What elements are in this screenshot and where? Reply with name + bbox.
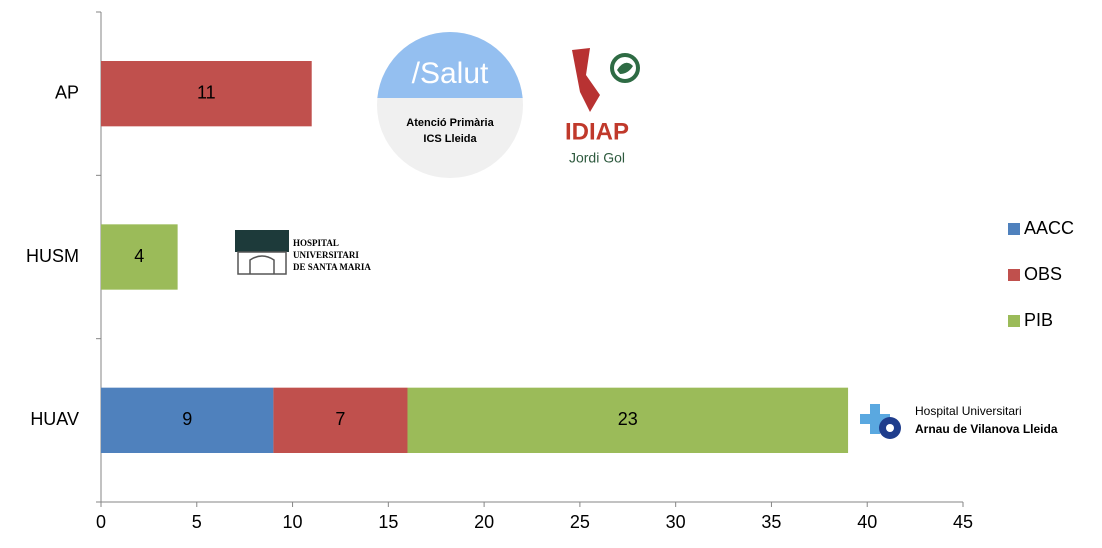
x-tick-label: 10 [283, 512, 303, 532]
legend-swatch [1008, 223, 1020, 235]
y-tick-label: HUSM [26, 246, 79, 266]
value-label: 9 [182, 409, 192, 429]
logo-text: /Salut [412, 57, 489, 90]
logo-text: UNIVERSITARI [293, 250, 359, 260]
value-label: 7 [335, 409, 345, 429]
husm-logo: HOSPITAL UNIVERSITARI DE SANTA MARIA [235, 230, 371, 275]
x-tick-label: 0 [96, 512, 106, 532]
value-label: 11 [197, 82, 216, 102]
logo-text: Atenció Primària [406, 117, 494, 129]
bar-segment [273, 387, 408, 453]
bar-segment [101, 61, 312, 127]
x-tick-label: 15 [378, 512, 398, 532]
x-tick-label: 30 [666, 512, 686, 532]
logo-text: Hospital Universitari [915, 404, 1022, 418]
legend-label: OBS [1024, 264, 1062, 284]
salut-logo: /Salut Atenció Primària ICS Lleida [377, 32, 523, 178]
legend-swatch [1008, 315, 1020, 327]
value-label: 23 [618, 409, 638, 429]
bar-segment [101, 224, 178, 290]
x-tick-label: 25 [570, 512, 590, 532]
y-tick-label: HUAV [30, 409, 79, 429]
x-tick-label: 35 [761, 512, 781, 532]
y-tick-label: AP [55, 82, 79, 102]
logo-text: Jordi Gol [569, 150, 625, 166]
legend-swatch [1008, 269, 1020, 281]
x-tick-label: 45 [953, 512, 973, 532]
logo-text: HOSPITAL [293, 238, 339, 248]
huav-logo: Hospital Universitari Arnau de Vilanova … [860, 404, 1058, 439]
legend-label: AACC [1024, 218, 1074, 238]
x-tick-label: 40 [857, 512, 877, 532]
legend-label: PIB [1024, 310, 1053, 330]
value-label: 4 [134, 246, 144, 266]
x-tick-label: 5 [192, 512, 202, 532]
x-tick-label: 20 [474, 512, 494, 532]
idiap-logo: IDIAP Jordi Gol [565, 48, 640, 166]
logo-text: ICS Lleida [423, 133, 477, 145]
logo-text: DE SANTA MARIA [293, 262, 371, 272]
logo-text: IDIAP [565, 118, 629, 145]
bar-segment [407, 387, 849, 453]
logo-text: Arnau de Vilanova Lleida [915, 422, 1058, 436]
bar-segment [101, 387, 274, 453]
